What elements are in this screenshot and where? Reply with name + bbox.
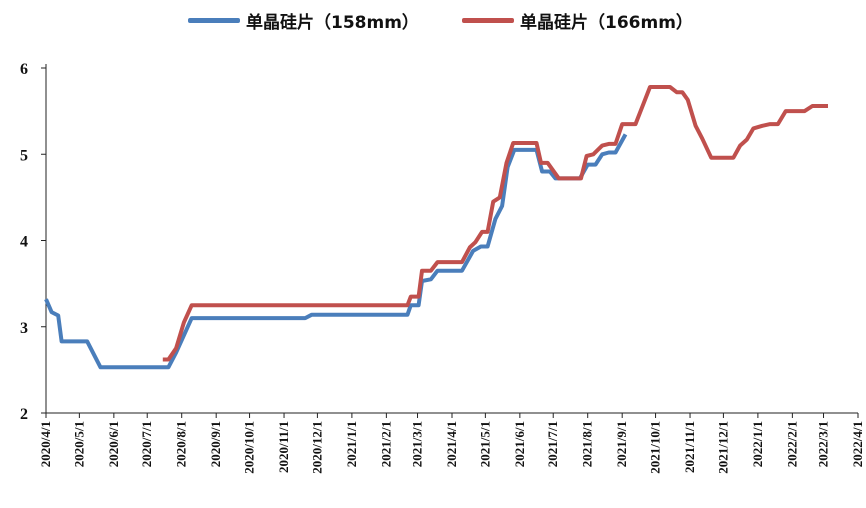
x-axis-ticks: 2020/4/1 2020/5/1 2020/6/1 2020/7/1 2020/8/1… — [38, 413, 865, 474]
y-tick-label: 2 — [20, 406, 28, 423]
y-tick-label: 4 — [20, 234, 28, 251]
x-tick-label: 2020/11/1 — [276, 421, 291, 473]
x-tick-label: 2021/9/1 — [614, 421, 629, 467]
x-tick-label: 2021/6/1 — [512, 421, 527, 467]
legend-item-158mm: 单晶硅片（158mm） — [188, 6, 419, 34]
x-tick-label: 2020/8/1 — [174, 421, 189, 467]
x-tick-label: 2021/7/1 — [545, 421, 560, 467]
legend-label-158mm: 单晶硅片（158mm） — [246, 12, 419, 33]
x-tick-label: 2020/7/1 — [139, 421, 154, 467]
x-tick-label: 2020/10/1 — [242, 421, 257, 474]
x-tick-label: 2021/3/1 — [410, 421, 425, 467]
x-tick-label: 2021/10/1 — [648, 421, 663, 474]
x-tick-label: 2020/9/1 — [208, 421, 223, 467]
x-tick-label: 2022/3/1 — [816, 421, 831, 467]
x-tick-label: 2020/12/1 — [309, 421, 324, 474]
x-tick-label: 2022/1/1 — [750, 421, 765, 467]
x-tick-label: 2021/2/1 — [378, 421, 393, 467]
legend-swatch-166mm — [462, 17, 514, 23]
y-axis-ticks: 2 3 4 5 6 — [20, 61, 46, 423]
y-tick-label: 5 — [20, 147, 28, 164]
series-lines — [44, 85, 828, 370]
x-tick-label: 2021/1/1 — [344, 421, 359, 467]
x-tick-label: 2020/6/1 — [106, 421, 121, 467]
y-tick-label: 6 — [20, 61, 28, 78]
y-tick-label: 3 — [20, 320, 28, 337]
x-tick-label: 2021/12/1 — [715, 421, 730, 474]
x-tick-label: 2022/4/1 — [850, 421, 865, 467]
series-line-166mm — [162, 85, 828, 362]
x-tick-label: 2022/2/1 — [784, 421, 799, 467]
legend: 单晶硅片（158mm） 单晶硅片（166mm） — [0, 6, 866, 34]
legend-swatch-158mm — [188, 17, 240, 23]
x-tick-label: 2021/8/1 — [580, 421, 595, 467]
x-tick-label: 2021/11/1 — [682, 421, 697, 473]
legend-label-166mm: 单晶硅片（166mm） — [520, 12, 693, 33]
legend-item-166mm: 单晶硅片（166mm） — [462, 6, 693, 34]
x-tick-label: 2021/5/1 — [477, 421, 492, 467]
x-tick-label: 2020/5/1 — [71, 421, 86, 467]
x-tick-label: 2020/4/1 — [38, 421, 53, 467]
x-tick-label: 2021/4/1 — [444, 421, 459, 467]
series-line-158mm — [44, 133, 628, 370]
